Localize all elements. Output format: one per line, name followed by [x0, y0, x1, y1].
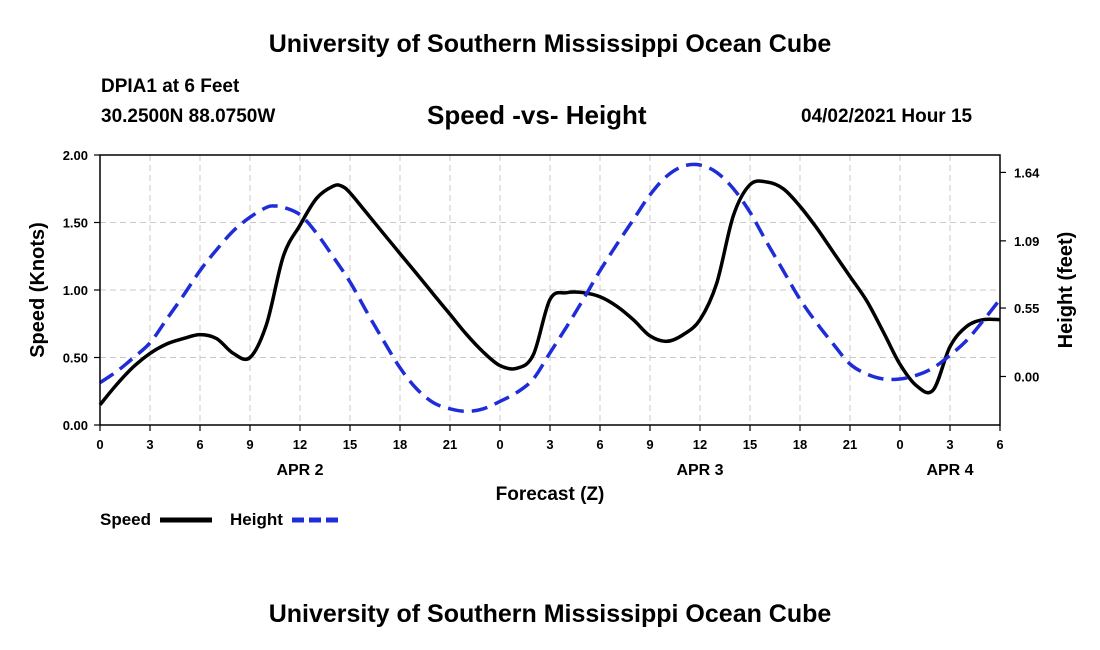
- chart-subtitle: Speed -vs- Height: [427, 100, 647, 130]
- y-tick-label: 2.00: [63, 148, 88, 163]
- legend-label-height: Height: [230, 510, 283, 529]
- series-line-speed: [98, 179, 1001, 406]
- y2-axis-label: Height (feet): [1055, 232, 1077, 349]
- x-tick-label: 18: [393, 437, 407, 452]
- y2-tick-label: 1.09: [1014, 234, 1039, 249]
- x-tick-label: 3: [146, 437, 153, 452]
- legend-label-speed: Speed: [100, 510, 151, 529]
- y-tick-label: 0.50: [63, 351, 88, 366]
- x-tick-label: 0: [96, 437, 103, 452]
- y2-tick-label: 0.00: [1014, 369, 1039, 384]
- x-tick-label: 6: [996, 437, 1003, 452]
- chart-axes: 0 3 6 9 12 15 18 21 0 3 6 9 12 15 18 21 0 3 6 0.00 0.50 1.00 1…: [63, 148, 1040, 479]
- x-tick-label: 15: [743, 437, 757, 452]
- grid-lines: [100, 155, 1000, 425]
- x-tick-label: 3: [946, 437, 953, 452]
- y-tick-label: 1.00: [63, 283, 88, 298]
- y2-tick-label: 1.64: [1014, 165, 1040, 180]
- x-tick-label: 21: [843, 437, 857, 452]
- y2-tick-label: 0.55: [1014, 301, 1039, 316]
- x-tick-label: 9: [646, 437, 653, 452]
- x-tick-label: 9: [246, 437, 253, 452]
- x-tick-label: 6: [596, 437, 603, 452]
- x-tick-label: 0: [496, 437, 503, 452]
- forecast-datetime: 04/02/2021 Hour 15: [801, 106, 973, 127]
- y-tick-label: 1.50: [63, 216, 88, 231]
- footer-title: University of Southern Mississippi Ocean…: [268, 600, 832, 628]
- x-tick-label: 0: [896, 437, 903, 452]
- page-title: University of Southern Mississippi Ocean…: [268, 30, 832, 58]
- y-tick-label: 0.00: [63, 418, 88, 433]
- station-coords: 30.2500N 88.0750W: [101, 106, 276, 127]
- day-label: APR 3: [676, 462, 723, 479]
- x-tick-label: 12: [293, 437, 307, 452]
- chart-series: [98, 162, 1002, 414]
- x-tick-label: 18: [793, 437, 807, 452]
- chart-legend: Speed Height: [100, 510, 342, 529]
- x-tick-label: 21: [443, 437, 457, 452]
- x-tick-label: 3: [546, 437, 553, 452]
- x-axis-label: Forecast (Z): [496, 484, 605, 505]
- series-line-height: [99, 162, 1002, 414]
- day-label: APR 4: [926, 462, 973, 479]
- y-axis-label: Speed (Knots): [27, 222, 49, 358]
- day-label: APR 2: [276, 462, 323, 479]
- x-tick-label: 15: [343, 437, 357, 452]
- x-tick-label: 12: [693, 437, 707, 452]
- x-tick-label: 6: [196, 437, 203, 452]
- station-label: DPIA1 at 6 Feet: [101, 76, 240, 97]
